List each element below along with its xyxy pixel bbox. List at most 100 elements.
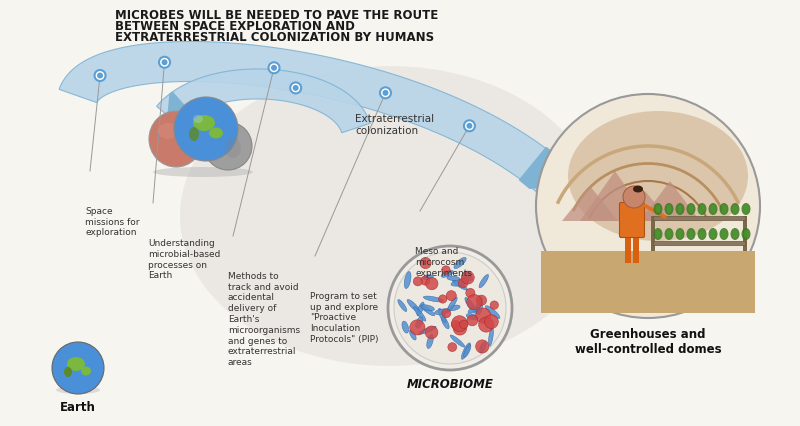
Circle shape <box>459 320 468 329</box>
Ellipse shape <box>477 297 482 315</box>
Ellipse shape <box>421 305 434 311</box>
Circle shape <box>162 60 167 66</box>
Ellipse shape <box>719 204 729 216</box>
Circle shape <box>442 309 450 318</box>
Ellipse shape <box>722 205 726 213</box>
Circle shape <box>380 88 391 99</box>
Ellipse shape <box>421 305 434 316</box>
Text: Space
missions for
exploration: Space missions for exploration <box>85 207 139 237</box>
Ellipse shape <box>654 228 662 240</box>
FancyBboxPatch shape <box>619 203 645 238</box>
Ellipse shape <box>149 112 203 167</box>
Ellipse shape <box>568 112 748 242</box>
Ellipse shape <box>423 296 443 302</box>
Polygon shape <box>640 181 700 222</box>
Ellipse shape <box>448 305 460 311</box>
Ellipse shape <box>468 306 480 313</box>
Ellipse shape <box>464 345 471 357</box>
Polygon shape <box>633 236 639 263</box>
Ellipse shape <box>225 139 241 158</box>
Circle shape <box>271 66 277 72</box>
Polygon shape <box>653 242 745 245</box>
Ellipse shape <box>698 228 706 240</box>
Ellipse shape <box>699 230 705 239</box>
Circle shape <box>451 321 460 329</box>
Ellipse shape <box>719 228 729 240</box>
Ellipse shape <box>666 230 671 239</box>
Ellipse shape <box>686 204 695 216</box>
Ellipse shape <box>733 230 738 239</box>
Ellipse shape <box>665 204 674 216</box>
Circle shape <box>485 315 498 329</box>
Ellipse shape <box>454 258 466 269</box>
Ellipse shape <box>675 204 685 216</box>
Ellipse shape <box>447 276 460 281</box>
Ellipse shape <box>742 204 750 216</box>
Polygon shape <box>59 42 574 201</box>
Ellipse shape <box>465 273 471 283</box>
Circle shape <box>462 271 474 285</box>
Circle shape <box>421 276 430 285</box>
Ellipse shape <box>407 300 419 312</box>
Polygon shape <box>580 172 650 222</box>
Ellipse shape <box>442 317 449 329</box>
Ellipse shape <box>709 228 718 240</box>
Circle shape <box>293 86 298 92</box>
Circle shape <box>464 121 475 132</box>
Text: Understanding
microbial-based
processes on
Earth: Understanding microbial-based processes … <box>148 239 220 279</box>
Circle shape <box>536 95 760 318</box>
Ellipse shape <box>462 275 473 281</box>
Ellipse shape <box>678 230 682 239</box>
Text: MICROBES WILL BE NEEDED TO PAVE THE ROUTE: MICROBES WILL BE NEEDED TO PAVE THE ROUT… <box>115 9 438 22</box>
Ellipse shape <box>699 205 705 213</box>
Ellipse shape <box>479 275 489 288</box>
Ellipse shape <box>465 298 477 314</box>
Ellipse shape <box>81 367 91 376</box>
Circle shape <box>448 343 457 352</box>
Ellipse shape <box>193 116 203 124</box>
Ellipse shape <box>451 280 468 286</box>
Ellipse shape <box>402 321 409 333</box>
Circle shape <box>623 187 645 208</box>
Ellipse shape <box>675 228 685 240</box>
Polygon shape <box>642 204 667 219</box>
Ellipse shape <box>434 309 450 315</box>
Text: Extraterrestrial
colonization: Extraterrestrial colonization <box>355 113 434 136</box>
Circle shape <box>388 246 512 370</box>
Ellipse shape <box>423 275 433 280</box>
Ellipse shape <box>450 335 465 347</box>
Ellipse shape <box>486 306 500 319</box>
Circle shape <box>478 317 494 332</box>
Ellipse shape <box>67 357 85 371</box>
Ellipse shape <box>438 308 446 322</box>
Ellipse shape <box>189 128 199 142</box>
Text: BETWEEN SPACE EXPLORATION AND: BETWEEN SPACE EXPLORATION AND <box>115 20 355 33</box>
Ellipse shape <box>654 204 662 216</box>
Circle shape <box>454 322 466 335</box>
Ellipse shape <box>398 300 407 312</box>
Polygon shape <box>541 251 755 313</box>
Ellipse shape <box>209 128 223 139</box>
Circle shape <box>467 315 478 326</box>
Text: Meso and
microcosm
experiments: Meso and microcosm experiments <box>415 246 472 277</box>
Ellipse shape <box>416 317 422 328</box>
Polygon shape <box>743 216 747 251</box>
Ellipse shape <box>466 314 478 320</box>
Circle shape <box>458 279 468 288</box>
Circle shape <box>446 291 456 301</box>
Circle shape <box>466 295 482 310</box>
Ellipse shape <box>410 330 416 340</box>
Ellipse shape <box>64 367 72 377</box>
Ellipse shape <box>426 335 434 348</box>
Circle shape <box>425 326 438 339</box>
Ellipse shape <box>743 230 749 239</box>
Circle shape <box>476 308 491 323</box>
Ellipse shape <box>464 272 469 283</box>
Circle shape <box>159 58 170 69</box>
Ellipse shape <box>722 230 726 239</box>
Circle shape <box>269 63 279 74</box>
Circle shape <box>438 295 447 303</box>
Ellipse shape <box>153 167 253 178</box>
Ellipse shape <box>453 281 467 291</box>
Polygon shape <box>157 70 370 133</box>
